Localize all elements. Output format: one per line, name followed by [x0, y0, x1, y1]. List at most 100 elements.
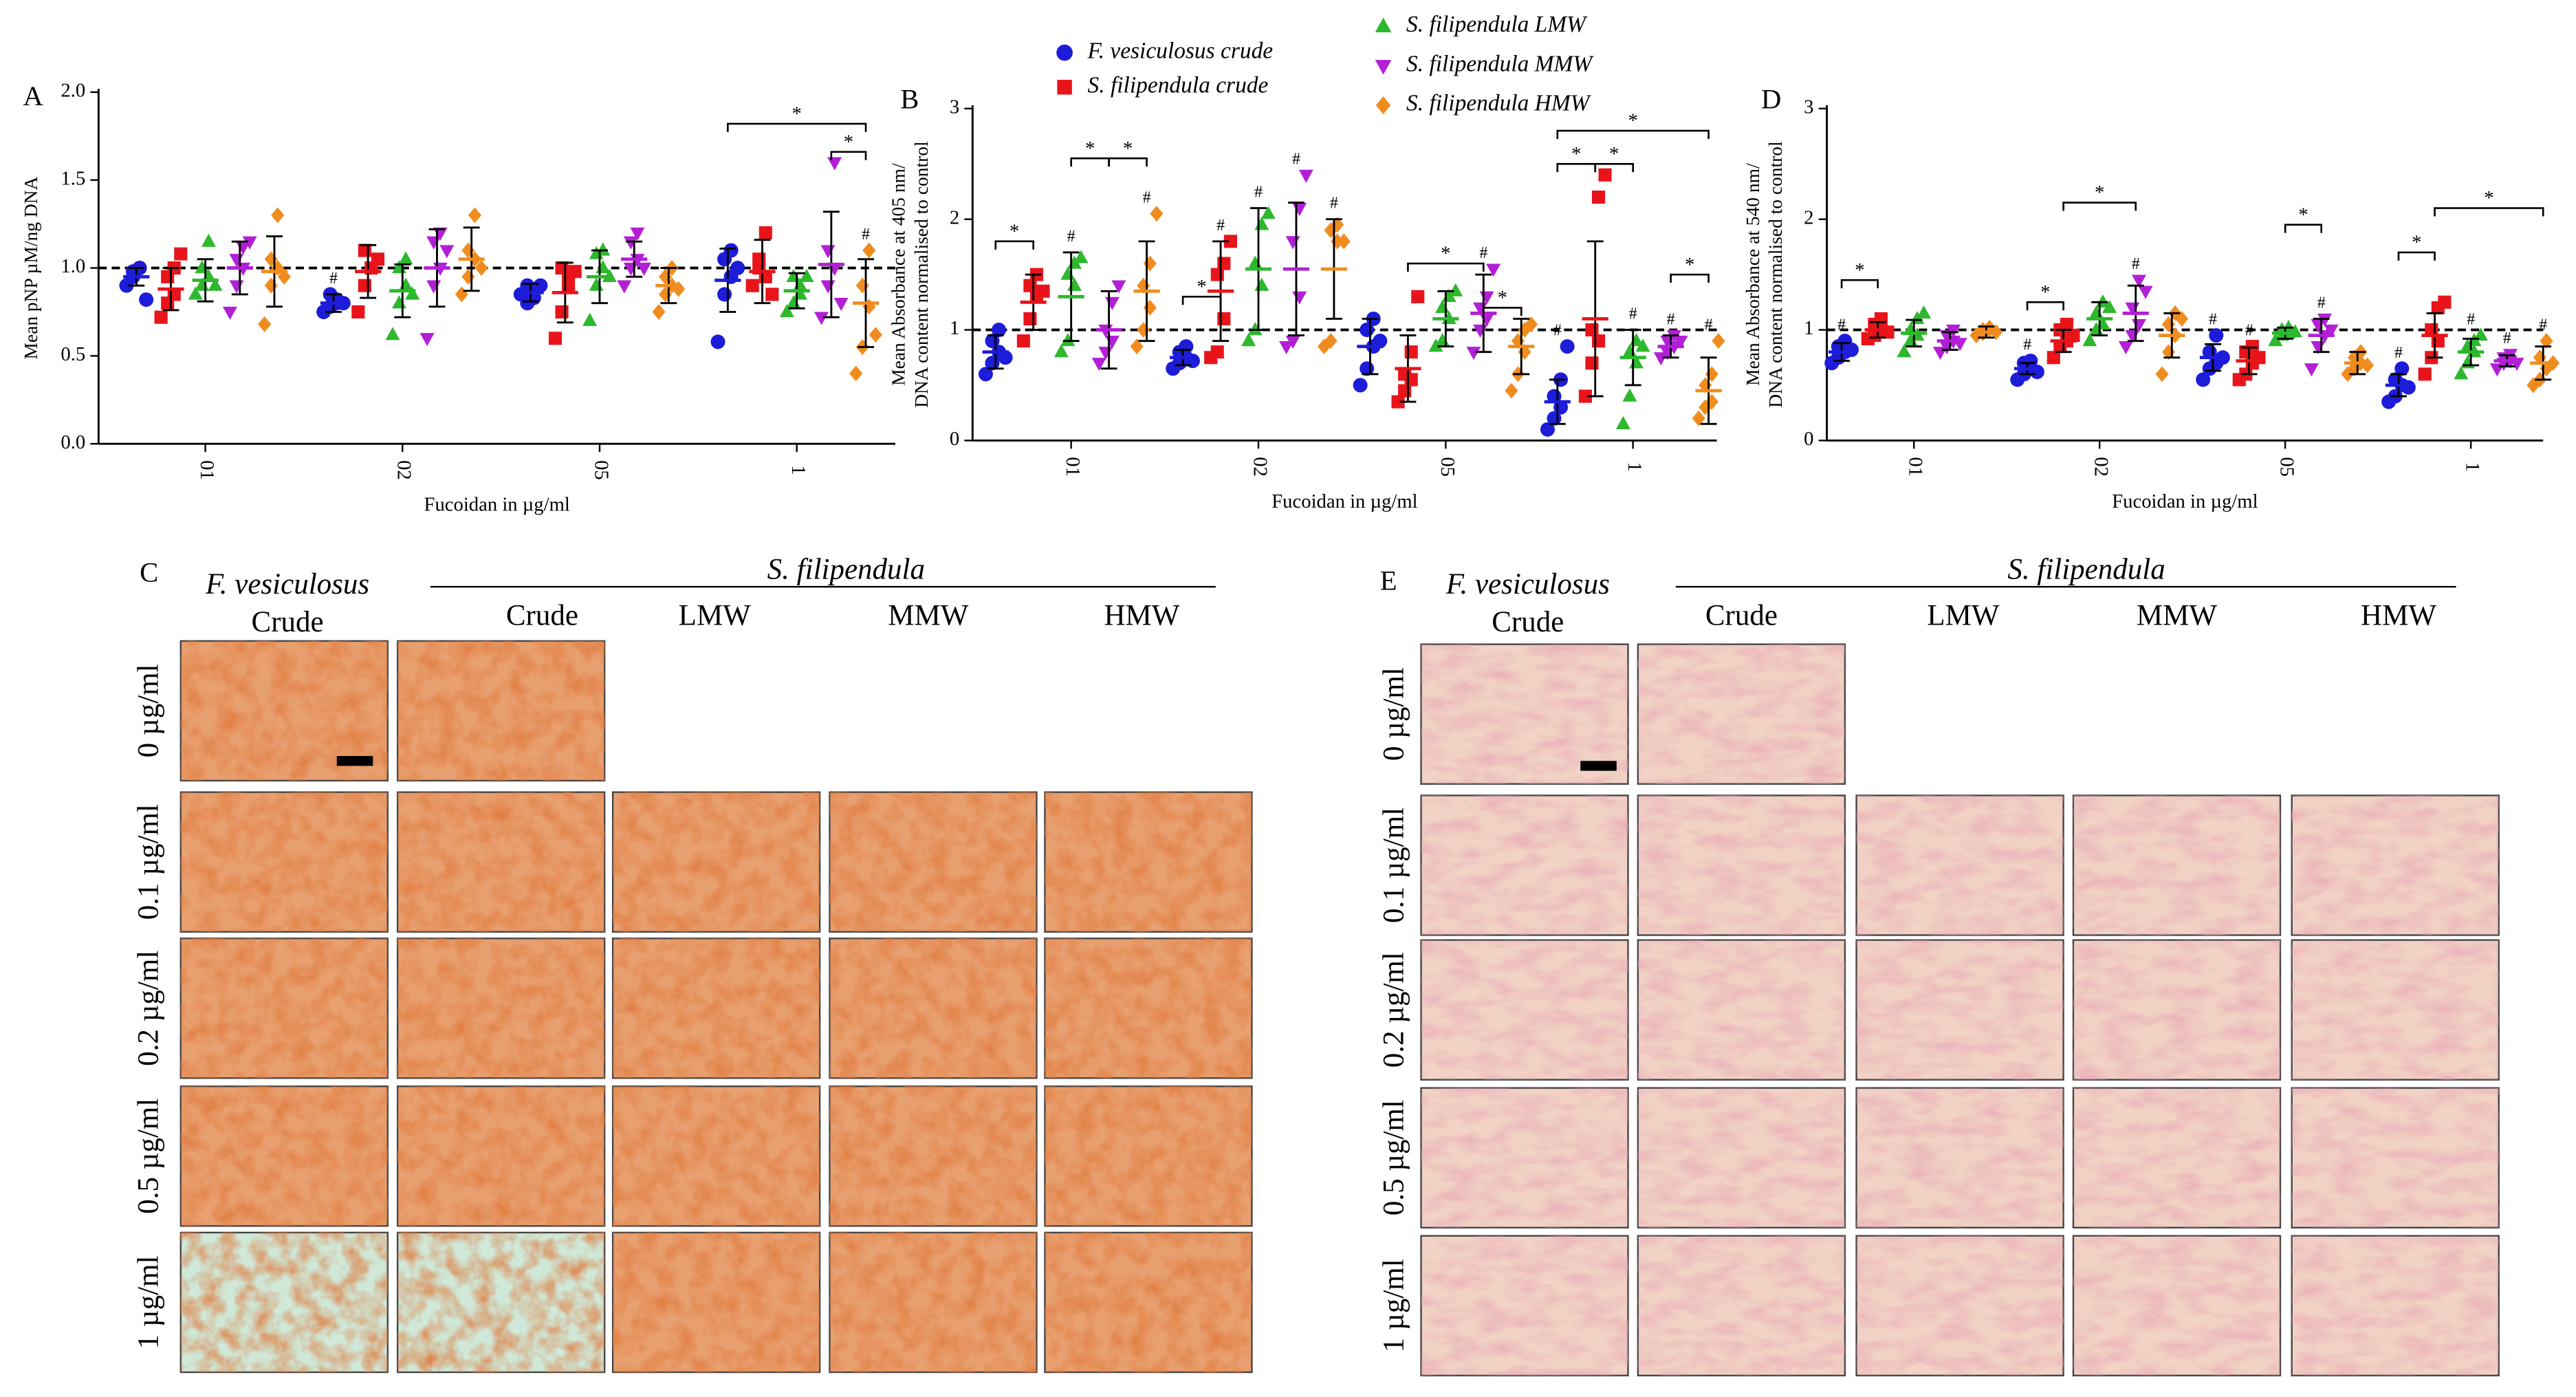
data-point — [1486, 263, 1501, 277]
group-label: S. filipendula — [2007, 553, 2165, 585]
significance-bracket — [1840, 279, 1879, 289]
data-point — [398, 251, 413, 265]
data-point — [1247, 322, 1263, 336]
micrograph-texture — [2073, 940, 2280, 1080]
data-point — [862, 242, 876, 259]
micrograph-texture — [1856, 1087, 2064, 1228]
micrograph-texture — [829, 938, 1037, 1079]
data-point — [1969, 327, 1983, 344]
micrograph-texture — [397, 640, 605, 781]
hash-annotation: # — [1216, 217, 1225, 235]
data-point — [1585, 356, 1599, 370]
significance-bracket — [1670, 273, 1710, 283]
data-point — [589, 277, 604, 291]
data-point — [1448, 283, 1463, 296]
data-point — [1337, 233, 1351, 250]
hash-annotation: # — [1067, 228, 1076, 246]
significance-bracket — [1482, 307, 1522, 316]
x-tick-label: 05 — [590, 460, 612, 480]
y-tick-label: 0.0 — [61, 431, 85, 453]
legend-marker — [1057, 80, 1072, 95]
data-point — [1874, 312, 1888, 326]
row-label: 0.1 µg/ml — [133, 804, 165, 920]
micrograph-texture — [1856, 1235, 2064, 1376]
micrograph-texture — [613, 1232, 820, 1373]
data-point — [1615, 415, 1630, 429]
data-point — [1673, 336, 1688, 349]
row-label: 0.2 µg/ml — [133, 951, 165, 1066]
data-point — [371, 252, 385, 266]
data-point — [1466, 347, 1481, 360]
significance-bracket — [2062, 202, 2137, 211]
data-point — [1285, 336, 1300, 349]
micrograph-texture — [1637, 940, 1845, 1080]
hash-annotation: # — [862, 226, 870, 243]
panel-label: E — [1380, 565, 1397, 596]
row-label: 0.1 µg/ml — [1378, 808, 1410, 923]
micrograph-texture — [397, 1086, 605, 1226]
data-point — [2438, 295, 2452, 309]
data-point — [1260, 206, 1276, 219]
x-tick-label: 01 — [196, 460, 218, 480]
significance-label: * — [1197, 276, 1206, 298]
panel-label: C — [140, 557, 158, 588]
data-point — [1279, 341, 1294, 355]
significance-bracket — [1407, 262, 1485, 272]
micrograph-texture — [180, 792, 388, 932]
column-header: HMW — [2361, 599, 2436, 631]
row-label: 0 µg/ml — [1378, 667, 1410, 761]
panel-label: A — [23, 80, 43, 111]
micrograph-texture — [1637, 1087, 1845, 1228]
micrograph-texture — [2291, 1235, 2499, 1376]
data-point — [1023, 312, 1037, 326]
group-label: F. vesiculosus — [205, 568, 369, 600]
hash-annotation: # — [1837, 316, 1846, 334]
data-point — [1435, 333, 1450, 347]
hash-annotation: # — [1629, 305, 1637, 323]
y-tick-label: 1.5 — [61, 167, 85, 189]
hash-annotation: # — [2317, 294, 2326, 312]
y-axis-label: Mean pNP µM/ng DNA — [21, 176, 41, 359]
micrograph-texture — [1637, 795, 1845, 935]
column-header: HMW — [1104, 599, 1179, 631]
data-point — [1705, 366, 1718, 382]
data-point — [548, 332, 563, 345]
hash-annotation: # — [1479, 244, 1487, 262]
data-point — [992, 323, 1007, 338]
data-point — [730, 261, 745, 276]
y-tick-label: 0.5 — [61, 343, 85, 365]
significance-bracket — [2397, 251, 2436, 261]
data-point — [1653, 352, 1668, 366]
x-tick-label: 1 — [1624, 462, 1646, 471]
data-point — [1917, 305, 1932, 319]
data-point — [2394, 361, 2410, 376]
data-point — [222, 306, 237, 320]
data-point — [174, 247, 188, 261]
hash-annotation: # — [2394, 344, 2403, 362]
data-point — [814, 312, 829, 325]
data-point — [1712, 333, 1725, 349]
data-point — [264, 277, 278, 294]
micrograph-texture — [180, 1086, 388, 1226]
legend-label: S. filipendula crude — [1088, 72, 1269, 98]
data-point — [1073, 250, 1089, 263]
significance-label: * — [2298, 204, 2308, 226]
row-label: 1 µg/ml — [1378, 1259, 1410, 1352]
hash-annotation: # — [1553, 322, 1562, 340]
data-point — [2324, 324, 2339, 338]
data-point — [1111, 280, 1126, 294]
micrograph-texture — [1421, 1087, 1628, 1228]
data-point — [998, 350, 1013, 365]
hash-annotation: # — [1143, 189, 1151, 207]
data-point — [1353, 378, 1368, 393]
hash-annotation: # — [1667, 311, 1675, 329]
significance-label: * — [1685, 254, 1694, 276]
data-point — [1292, 291, 1307, 305]
data-point — [351, 305, 365, 319]
data-point — [2473, 327, 2488, 341]
x-tick-label: 02 — [1249, 457, 1271, 477]
micrograph-texture — [1637, 644, 1845, 784]
data-point — [2418, 367, 2432, 381]
data-point — [533, 278, 548, 293]
